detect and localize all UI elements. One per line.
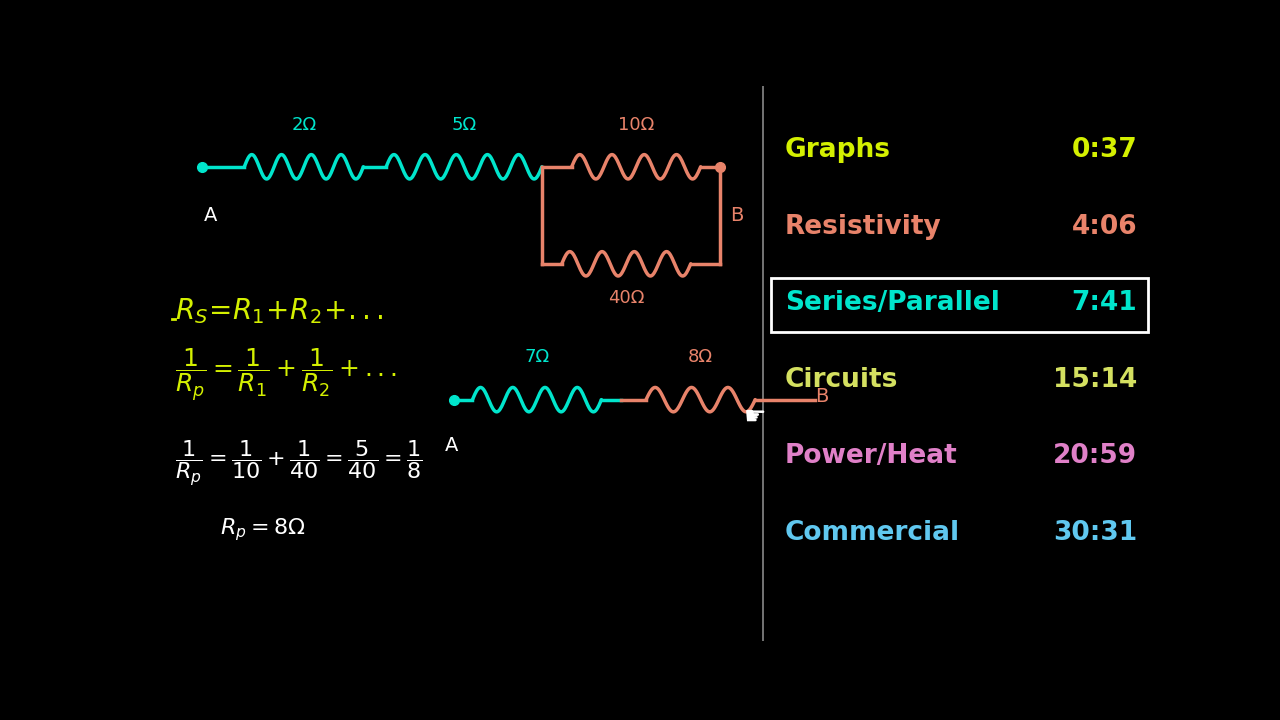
Text: 5Ω: 5Ω [452, 115, 477, 133]
Text: Commercial: Commercial [785, 520, 960, 546]
Text: B: B [731, 206, 744, 225]
Text: Series/Parallel: Series/Parallel [785, 290, 1000, 316]
Text: $\dfrac{1}{R_p} = \dfrac{1}{R_1} + \dfrac{1}{R_2} + ...$: $\dfrac{1}{R_p} = \dfrac{1}{R_1} + \dfra… [175, 346, 397, 403]
Text: A: A [445, 436, 458, 454]
Text: Power/Heat: Power/Heat [785, 444, 957, 469]
Text: B: B [815, 387, 828, 406]
Text: 20:59: 20:59 [1053, 444, 1137, 469]
Text: Circuits: Circuits [785, 366, 899, 392]
Text: 7:41: 7:41 [1071, 290, 1137, 316]
Text: 10Ω: 10Ω [618, 115, 654, 133]
Text: $\dfrac{1}{R_p} = \dfrac{1}{10} + \dfrac{1}{40} = \dfrac{5}{40} = \dfrac{1}{8}$: $\dfrac{1}{R_p} = \dfrac{1}{10} + \dfrac… [175, 438, 422, 488]
Bar [771, 278, 1148, 332]
Text: 4:06: 4:06 [1071, 214, 1137, 240]
Text: 7Ω: 7Ω [525, 348, 549, 366]
Text: 40Ω: 40Ω [608, 289, 644, 307]
Text: $R_S\!=\!R_1\!+\!R_2\!+\!...$: $R_S\!=\!R_1\!+\!R_2\!+\!...$ [175, 296, 384, 326]
Text: Graphs: Graphs [785, 137, 891, 163]
Text: $R_p = 8\Omega$: $R_p = 8\Omega$ [220, 516, 305, 544]
Text: Resistivity: Resistivity [785, 214, 942, 240]
Text: 30:31: 30:31 [1053, 520, 1137, 546]
Text: A: A [204, 206, 218, 225]
Text: ☛: ☛ [744, 405, 767, 429]
Text: 8Ω: 8Ω [689, 348, 713, 366]
Text: 15:14: 15:14 [1053, 366, 1137, 392]
Text: 0:37: 0:37 [1071, 137, 1137, 163]
Text: 2Ω: 2Ω [292, 115, 316, 133]
